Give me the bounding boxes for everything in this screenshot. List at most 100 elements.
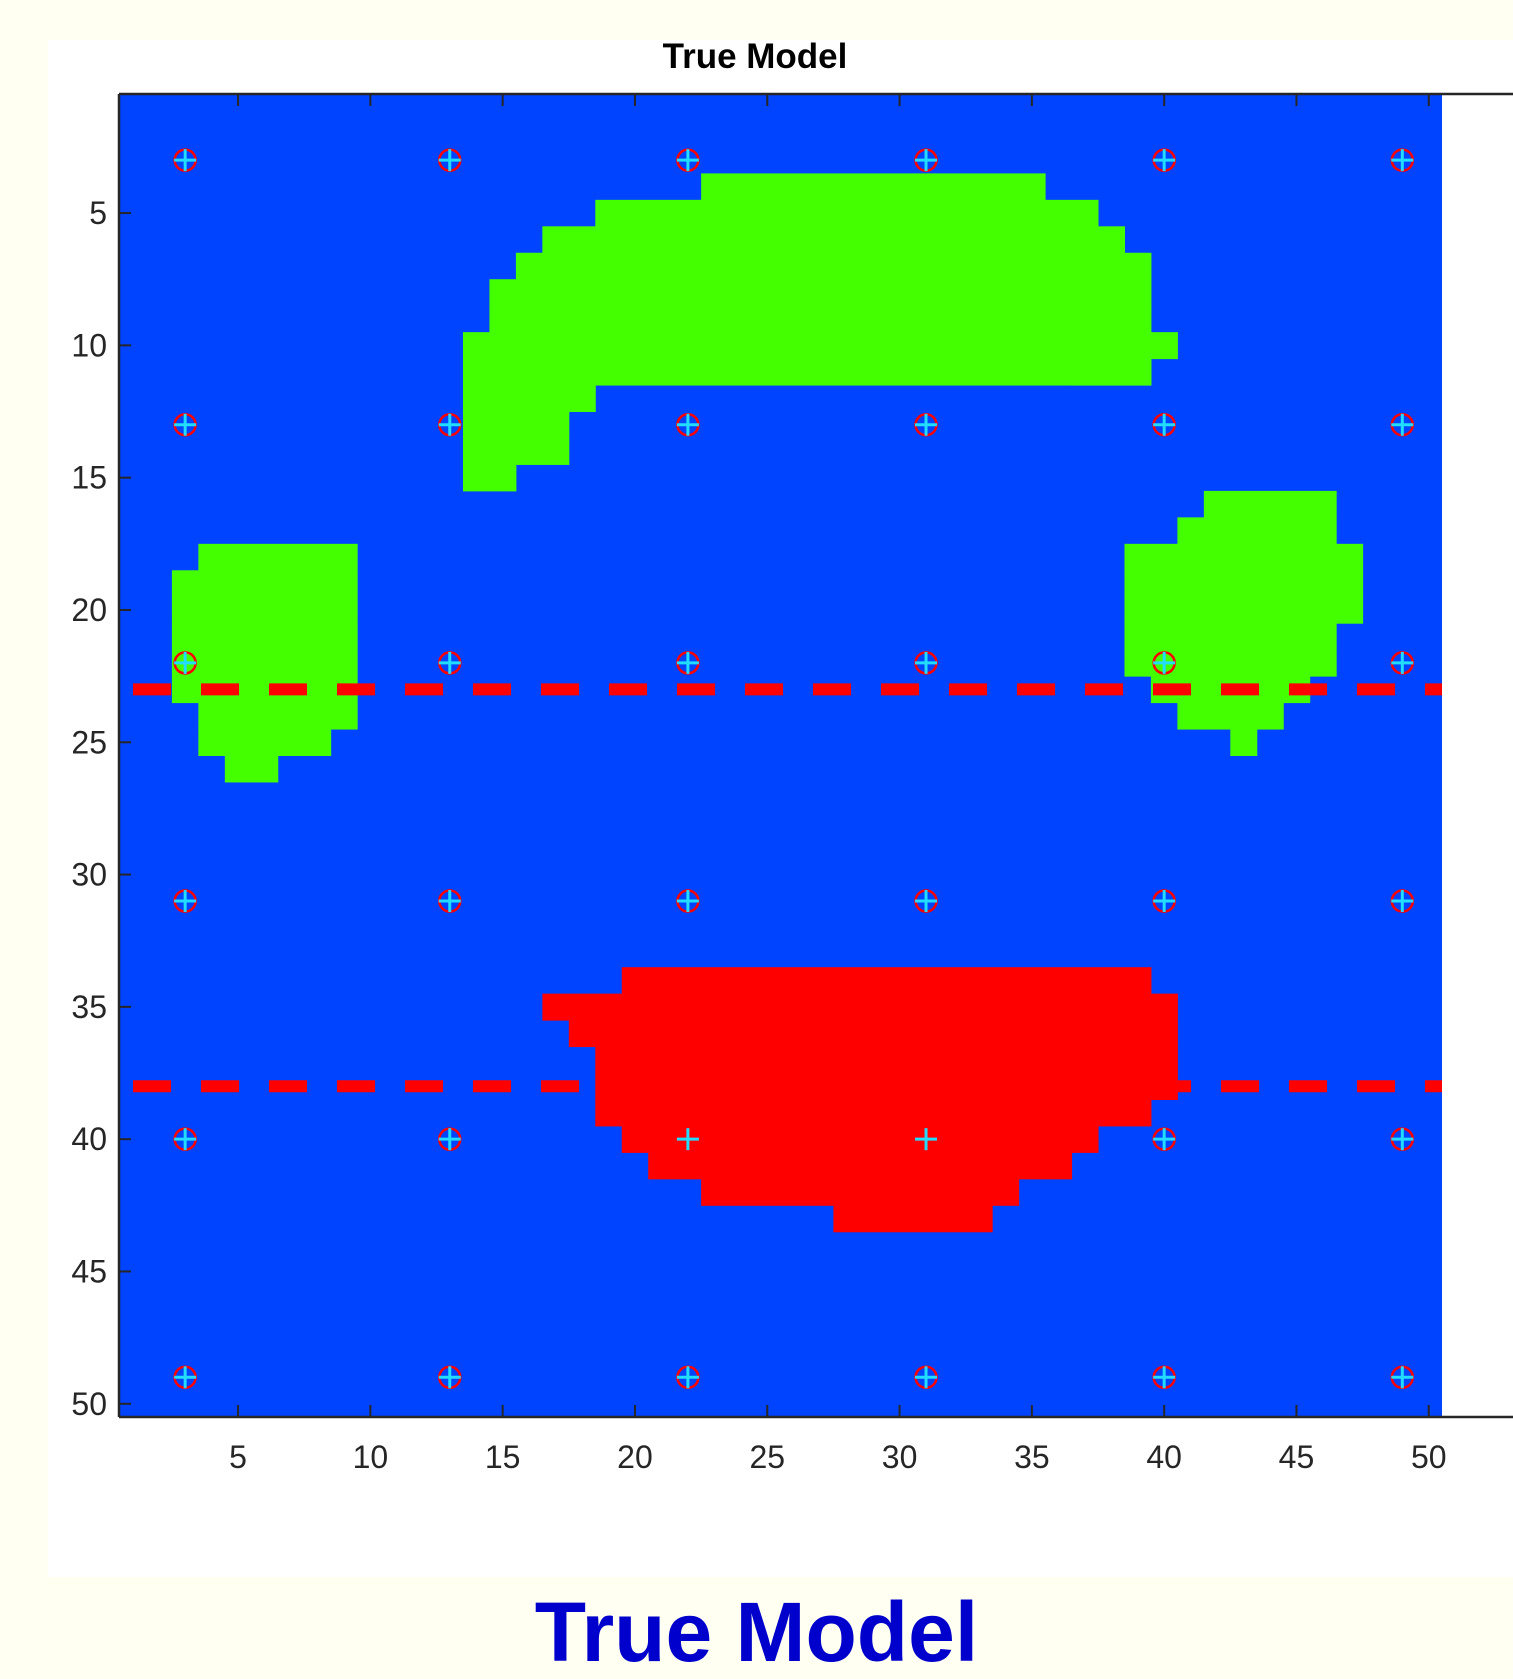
anomaly-cell-run [1177, 702, 1284, 730]
anomaly-cell-run [171, 676, 358, 704]
y-tick-label: 40 [71, 1121, 107, 1157]
x-tick-label: 10 [353, 1439, 389, 1475]
anomaly-cell-run [621, 1125, 1099, 1153]
receiver-marker [438, 1128, 461, 1151]
receiver-marker [1391, 890, 1414, 913]
receiver-marker [1391, 413, 1414, 436]
anomaly-cell-run [462, 464, 517, 492]
receiver-marker [438, 651, 461, 674]
station-markers [173, 148, 1415, 1390]
y-tick-label: 35 [71, 989, 107, 1025]
anomaly-cell-run [701, 1178, 1020, 1206]
figure-panel: 5 10 15 20 25 30 35 40 45 50 5 10 15 20 25 30 35 40 45 50 T… [48, 40, 1513, 1577]
receiver-marker [676, 890, 699, 913]
anomaly-cell-run [595, 1099, 1152, 1127]
anomaly-cell-run [198, 729, 332, 756]
y-tick-label: 15 [71, 460, 107, 496]
anomaly-cell-run [1124, 570, 1364, 598]
anomaly-1 [462, 173, 1178, 492]
x-tick-label: 25 [749, 1439, 785, 1475]
anomaly-cell-run [542, 226, 1125, 254]
receiver-marker [174, 1128, 197, 1151]
anomaly-cell-run [833, 1205, 993, 1233]
anomaly-3 [1124, 490, 1364, 756]
y-tick-label: 5 [89, 195, 107, 231]
receiver-marker [174, 1366, 197, 1389]
receiver-marker [1153, 149, 1176, 172]
anomaly-cell-run [595, 199, 1099, 227]
anomaly-cell-run [489, 332, 623, 360]
anomaly-cell-run [224, 755, 279, 783]
model-cells [119, 94, 1442, 1417]
profile-lines [133, 683, 1442, 1093]
x-tick-label: 15 [485, 1439, 521, 1475]
anomaly-cell-run [462, 437, 570, 465]
x-tick-label: 40 [1146, 1439, 1182, 1475]
receiver-marker [438, 890, 461, 913]
receiver-marker [676, 149, 699, 172]
anomaly-cell-run [1203, 490, 1337, 518]
anomaly-cell-run [1150, 332, 1178, 360]
anomaly-cell-run [1124, 543, 1364, 571]
anomaly-cell-run [701, 173, 1046, 201]
receiver-marker [1153, 413, 1176, 436]
anomaly-cell-run [198, 543, 358, 571]
anomaly-cell-run [1124, 596, 1364, 624]
x-tick-label: 5 [229, 1439, 247, 1475]
anomaly-cell-run [171, 596, 358, 624]
y-tick-label: 10 [71, 327, 107, 363]
receiver-marker [676, 1366, 699, 1389]
anomaly-cell-run [1177, 517, 1337, 545]
true-model-chart: 5 10 15 20 25 30 35 40 45 50 5 10 15 20 25 30 35 40 45 50 T… [71, 40, 1513, 1475]
y-tick-label: 50 [71, 1386, 107, 1422]
anomaly-2 [171, 543, 358, 783]
receiver-marker [676, 651, 699, 674]
anomaly-cell-run [1071, 358, 1152, 386]
anomaly-cell-run [462, 358, 1152, 386]
x-tick-label: 45 [1279, 1439, 1315, 1475]
anomaly-cell-run [462, 411, 570, 439]
receiver-marker [1391, 651, 1414, 674]
receiver-marker [1153, 890, 1176, 913]
anomaly-cell-run [648, 1152, 1073, 1180]
receiver-marker [1391, 1128, 1414, 1151]
receiver-marker [915, 413, 938, 436]
receiver-marker [915, 651, 938, 674]
receiver-marker [1153, 1366, 1176, 1389]
receiver-marker [915, 1128, 938, 1151]
anomaly-cell-run [515, 305, 702, 333]
receiver-marker [676, 1128, 699, 1151]
anomaly-cell-run [171, 649, 358, 677]
anomaly-cell-run [1230, 729, 1258, 756]
receiver-marker [915, 890, 938, 913]
anomaly-cell-run [568, 1020, 1178, 1048]
receiver-marker [174, 651, 197, 674]
anomaly-cell-run [595, 1046, 1178, 1074]
figure-caption: True Model [534, 1585, 979, 1679]
plot-title: True Model [663, 40, 848, 76]
receiver-marker [1391, 149, 1414, 172]
receiver-marker [438, 149, 461, 172]
x-tick-label: 20 [617, 1439, 653, 1475]
x-tick-label: 50 [1411, 1439, 1447, 1475]
anomaly-cell-run [198, 702, 358, 730]
x-tick-label: 30 [882, 1439, 918, 1475]
anomaly-cell-run [171, 623, 358, 651]
anomaly-cell-run [462, 385, 596, 413]
receiver-marker [438, 413, 461, 436]
anomaly-cell-run [489, 279, 1152, 307]
anomaly-cell-run [515, 252, 1152, 280]
receiver-marker [174, 890, 197, 913]
anomaly-cell-run [1045, 332, 1152, 360]
y-tick-label: 25 [71, 724, 107, 760]
anomaly-cell-run [992, 305, 1152, 333]
y-tick-label: 20 [71, 592, 107, 628]
receiver-marker [915, 1366, 938, 1389]
y-tick-label: 45 [71, 1253, 107, 1289]
receiver-marker [174, 149, 197, 172]
receiver-marker [676, 413, 699, 436]
receiver-marker [1391, 1366, 1414, 1389]
x-tick-label: 35 [1014, 1439, 1050, 1475]
anomaly-cell-run [542, 993, 1178, 1021]
